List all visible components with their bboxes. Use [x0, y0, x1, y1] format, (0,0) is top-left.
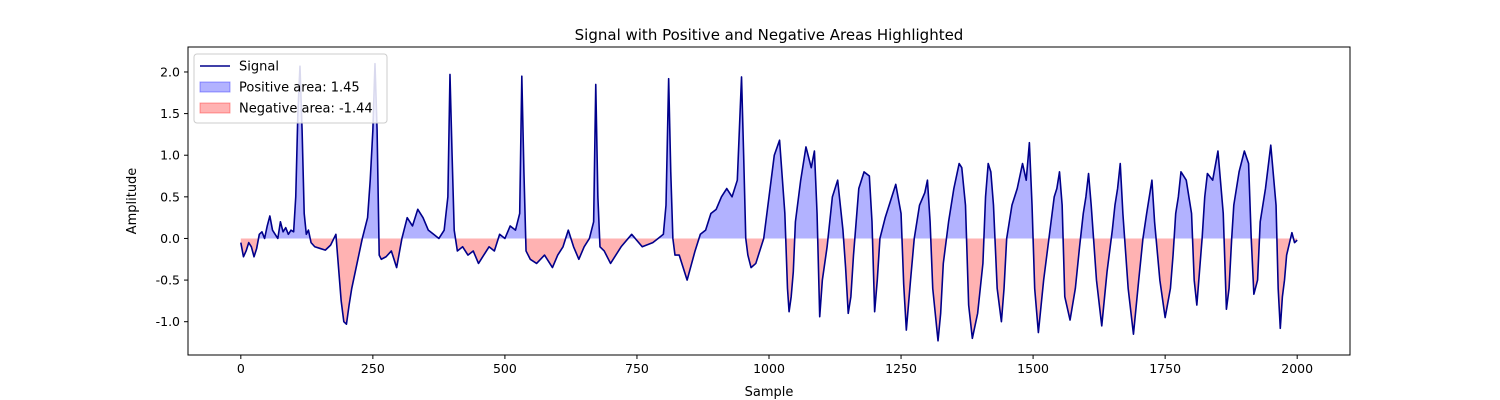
y-axis: -1.0 -0.5 0.0 0.5 1.0 1.5 2.0	[156, 64, 188, 329]
plot-area	[240, 62, 1298, 342]
x-tick-label: 500	[493, 361, 517, 376]
chart-title: Signal with Positive and Negative Areas …	[575, 26, 964, 44]
x-axis-label: Sample	[745, 385, 794, 400]
x-tick-label: 750	[625, 361, 649, 376]
y-tick-label: 2.0	[160, 64, 180, 79]
legend-swatch-patch	[199, 81, 231, 93]
signal-line	[240, 62, 1298, 342]
y-tick-label: 1.5	[160, 106, 180, 121]
y-tick-label: 0.0	[160, 231, 180, 246]
positive-area-fill	[240, 63, 1298, 239]
y-tick-label: 1.0	[160, 148, 180, 163]
legend-box	[193, 53, 388, 124]
y-axis-label: Amplitude	[125, 168, 140, 235]
y-tick-label: -0.5	[156, 273, 180, 288]
y-tick-label: -1.0	[156, 314, 180, 329]
legend-label: Negative area: -1.44	[239, 102, 373, 117]
y-tick-label: 0.5	[160, 189, 180, 204]
x-tick-label: 2000	[1281, 361, 1313, 376]
x-axis: 0 250 500 750 1000 1250 1500 1750 2000	[237, 355, 1313, 376]
legend-label: Positive area: 1.45	[239, 81, 360, 96]
x-tick-label: 250	[361, 361, 385, 376]
x-tick-label: 1250	[885, 361, 917, 376]
legend: Signal Positive area: 1.45 Negative area: …	[193, 53, 388, 124]
legend-label: Signal	[239, 60, 279, 75]
negative-area-fill	[240, 238, 1298, 341]
legend-swatch-patch	[199, 102, 231, 114]
x-tick-label: 0	[237, 361, 245, 376]
x-tick-label: 1000	[753, 361, 785, 376]
x-tick-label: 1750	[1149, 361, 1181, 376]
x-tick-label: 1500	[1017, 361, 1049, 376]
